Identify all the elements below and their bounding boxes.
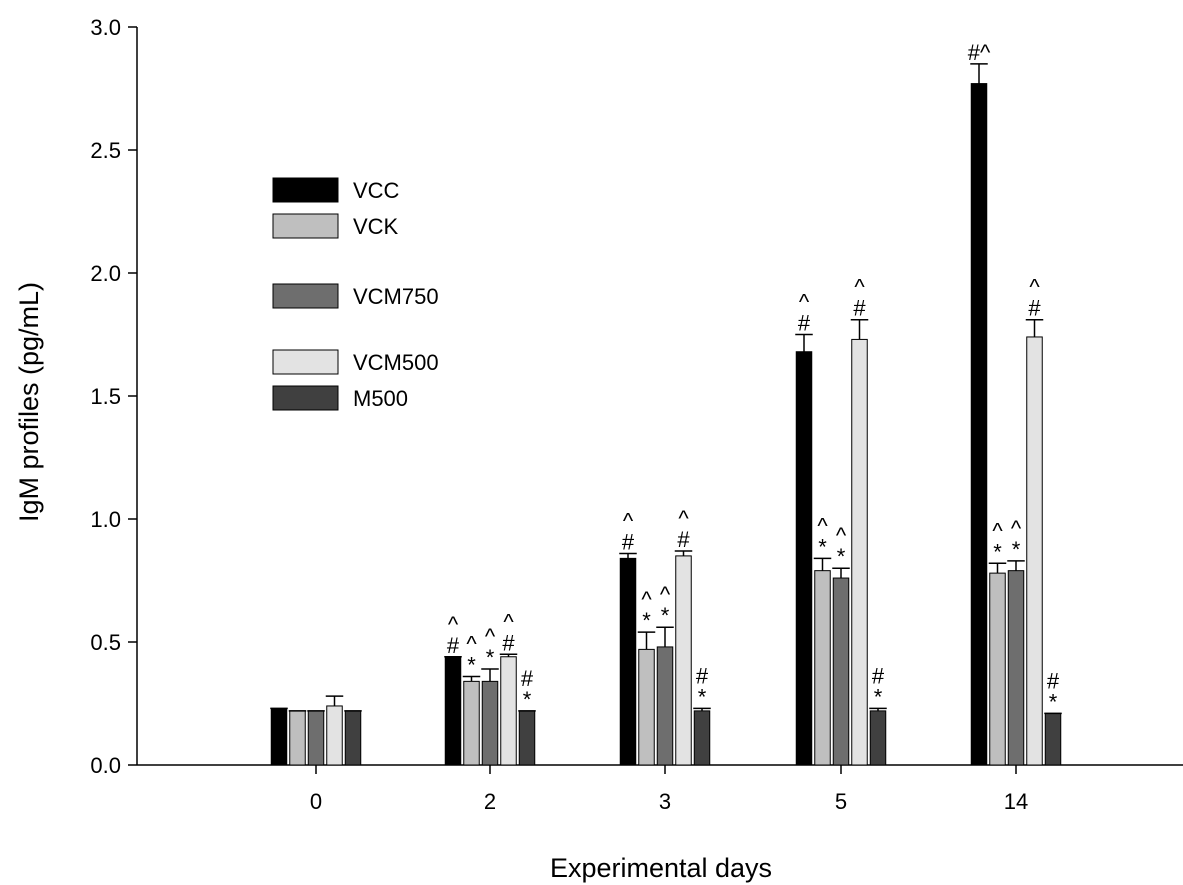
y-tick-label: 0.5 (90, 630, 121, 655)
bar-vck-day-14 (989, 572, 1006, 766)
significance-mark: * (523, 687, 532, 712)
significance-mark: # (696, 663, 709, 688)
significance-mark: * (1049, 689, 1058, 714)
y-tick-label: 1.0 (90, 507, 121, 532)
bar-vcm500-day-5 (851, 338, 868, 766)
y-tick-label: 2.5 (90, 138, 121, 163)
significance-mark: * (837, 544, 846, 569)
legend-swatch-vcc (272, 177, 339, 203)
bar-vcm750-day-5 (832, 577, 850, 766)
bar-vck-day-5 (814, 570, 831, 766)
bar-vcm750-day-2 (481, 680, 499, 766)
bar-m500-day-3 (693, 710, 711, 766)
significance-mark: # (1028, 296, 1041, 321)
significance-mark: # (502, 630, 515, 655)
y-tick-label: 3.0 (90, 15, 121, 40)
significance-mark: * (874, 684, 883, 709)
bar-m500-day-14 (1044, 712, 1062, 766)
bar-m500-day-2 (518, 710, 536, 766)
x-tick-label: 0 (310, 789, 322, 814)
bar-vcm500-day-14 (1026, 336, 1043, 766)
bar-vck-day-0 (289, 710, 306, 766)
significance-mark: * (486, 645, 495, 670)
x-tick-label: 5 (835, 789, 847, 814)
legend-label-m500: M500 (353, 386, 408, 411)
y-axis-title: IgM profiles (pg/mL) (14, 282, 44, 522)
x-axis-title: Experimental days (550, 853, 772, 883)
bar-vcc-day-2 (444, 656, 462, 766)
chart-legend: VCC VCK VCM750 VCM500 M500 (272, 177, 439, 411)
significance-mark: ^ (1011, 516, 1022, 541)
legend-label-vcm750: VCM750 (353, 284, 439, 309)
significance-mark: ^ (836, 523, 847, 548)
significance-mark: ^ (992, 518, 1003, 543)
significance-mark: ^ (485, 624, 496, 649)
significance-mark: #^ (968, 40, 991, 65)
significance-mark: * (661, 603, 670, 628)
significance-mark: ^ (623, 508, 634, 533)
legend-label-vcm500: VCM500 (353, 350, 439, 375)
significance-mark: * (818, 534, 827, 559)
legend-swatch-vcm750 (272, 283, 339, 309)
significance-mark: * (698, 684, 707, 709)
significance-mark: * (467, 652, 476, 677)
significance-mark: # (622, 529, 635, 554)
x-tick-label: 3 (659, 789, 671, 814)
bar-vcm750-day-3 (656, 646, 674, 766)
bar-vck-day-2 (463, 680, 480, 766)
significance-mark: ^ (678, 506, 689, 531)
significance-mark: * (1012, 537, 1021, 562)
bar-vcc-day-3 (619, 557, 637, 766)
significance-mark: ^ (660, 582, 671, 607)
bar-vcm500-day-2 (500, 656, 517, 766)
significance-mark: # (447, 633, 460, 658)
y-tick-label: 1.5 (90, 384, 121, 409)
significance-mark: # (521, 666, 534, 691)
significance-mark: ^ (1029, 275, 1040, 300)
bar-m500-day-0 (344, 710, 362, 766)
significance-mark: ^ (641, 587, 652, 612)
bar-vcm750-day-14 (1007, 570, 1025, 766)
significance-mark: # (677, 527, 690, 552)
significance-mark: ^ (799, 290, 810, 315)
x-tick-label: 14 (1004, 789, 1028, 814)
bar-vcc-day-5 (795, 351, 813, 766)
significance-mark: ^ (466, 631, 477, 656)
bar-vck-day-3 (638, 648, 655, 766)
legend-swatch-m500 (272, 385, 339, 411)
significance-mark: # (798, 311, 811, 336)
legend-swatch-vcm500 (272, 349, 339, 375)
significance-mark: # (853, 296, 866, 321)
bar-vcc-day-14 (970, 83, 988, 766)
legend-label-vcc: VCC (353, 178, 400, 203)
significance-mark: ^ (854, 275, 865, 300)
bar-m500-day-5 (869, 710, 887, 766)
significance-mark: ^ (448, 612, 459, 637)
bar-vcm500-day-3 (675, 555, 692, 766)
significance-mark: ^ (817, 513, 828, 538)
y-tick-label: 0.0 (90, 753, 121, 778)
x-tick-label: 2 (484, 789, 496, 814)
bar-vcc-day-0 (270, 707, 288, 766)
significance-mark: * (642, 608, 651, 633)
significance-mark: # (1047, 668, 1060, 693)
y-tick-label: 2.0 (90, 261, 121, 286)
bar-vcm750-day-0 (307, 710, 325, 766)
significance-mark: # (872, 663, 885, 688)
legend-swatch-vck (272, 213, 339, 239)
chart-axes: 0.0 0.5 1.0 1.5 2.0 2.5 3.0 0 2 3 5 14 (90, 15, 1183, 814)
chart-bars: ^# ^*^*^##*^#^*^*^##*^#^* ^*^##*#^^*^*^##* (270, 40, 1062, 766)
significance-mark: * (993, 539, 1002, 564)
legend-label-vck: VCK (353, 214, 399, 239)
significance-mark: ^ (503, 609, 514, 634)
bar-vcm500-day-0 (326, 705, 343, 766)
